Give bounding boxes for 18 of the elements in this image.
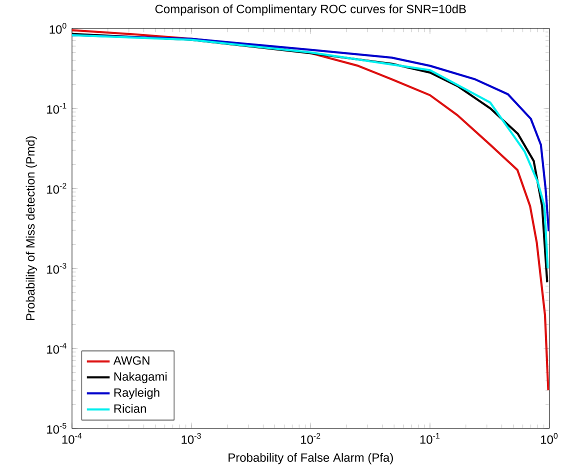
y-axis-title: Probability of Miss detection (Pmd) <box>26 136 38 320</box>
x-tick-label: 10$^{-4}$ <box>62 433 82 444</box>
legend-label: Rician <box>114 404 146 413</box>
y-tick-label: 10$^{-5}$ <box>47 422 66 434</box>
y-tick-label: 10$^{-1}$ <box>47 102 66 114</box>
chart-title: Comparison of Complimentary ROC curves for SNR=10dB <box>155 4 466 16</box>
y-tick-label: 10$^{-4}$ <box>47 342 66 354</box>
y-tick-label: 10$^{0}$ <box>50 22 66 34</box>
x-tick-label: 10$^{-3}$ <box>182 433 201 444</box>
x-tick-label: 10$^{0}$ <box>541 433 558 444</box>
x-axis-title: Probability of False Alarm (Pfa) <box>228 453 393 464</box>
x-tick-label: 10$^{-1}$ <box>420 433 440 444</box>
x-tick-label: 10$^{-2}$ <box>301 433 320 444</box>
legend-label: Rayleigh <box>114 388 160 400</box>
y-tick-label: 10$^{-3}$ <box>47 262 66 274</box>
legend-label: AWGN <box>113 356 150 365</box>
legend-label: Nakagami <box>114 372 167 384</box>
y-tick-label: 10$^{-2}$ <box>47 182 66 194</box>
